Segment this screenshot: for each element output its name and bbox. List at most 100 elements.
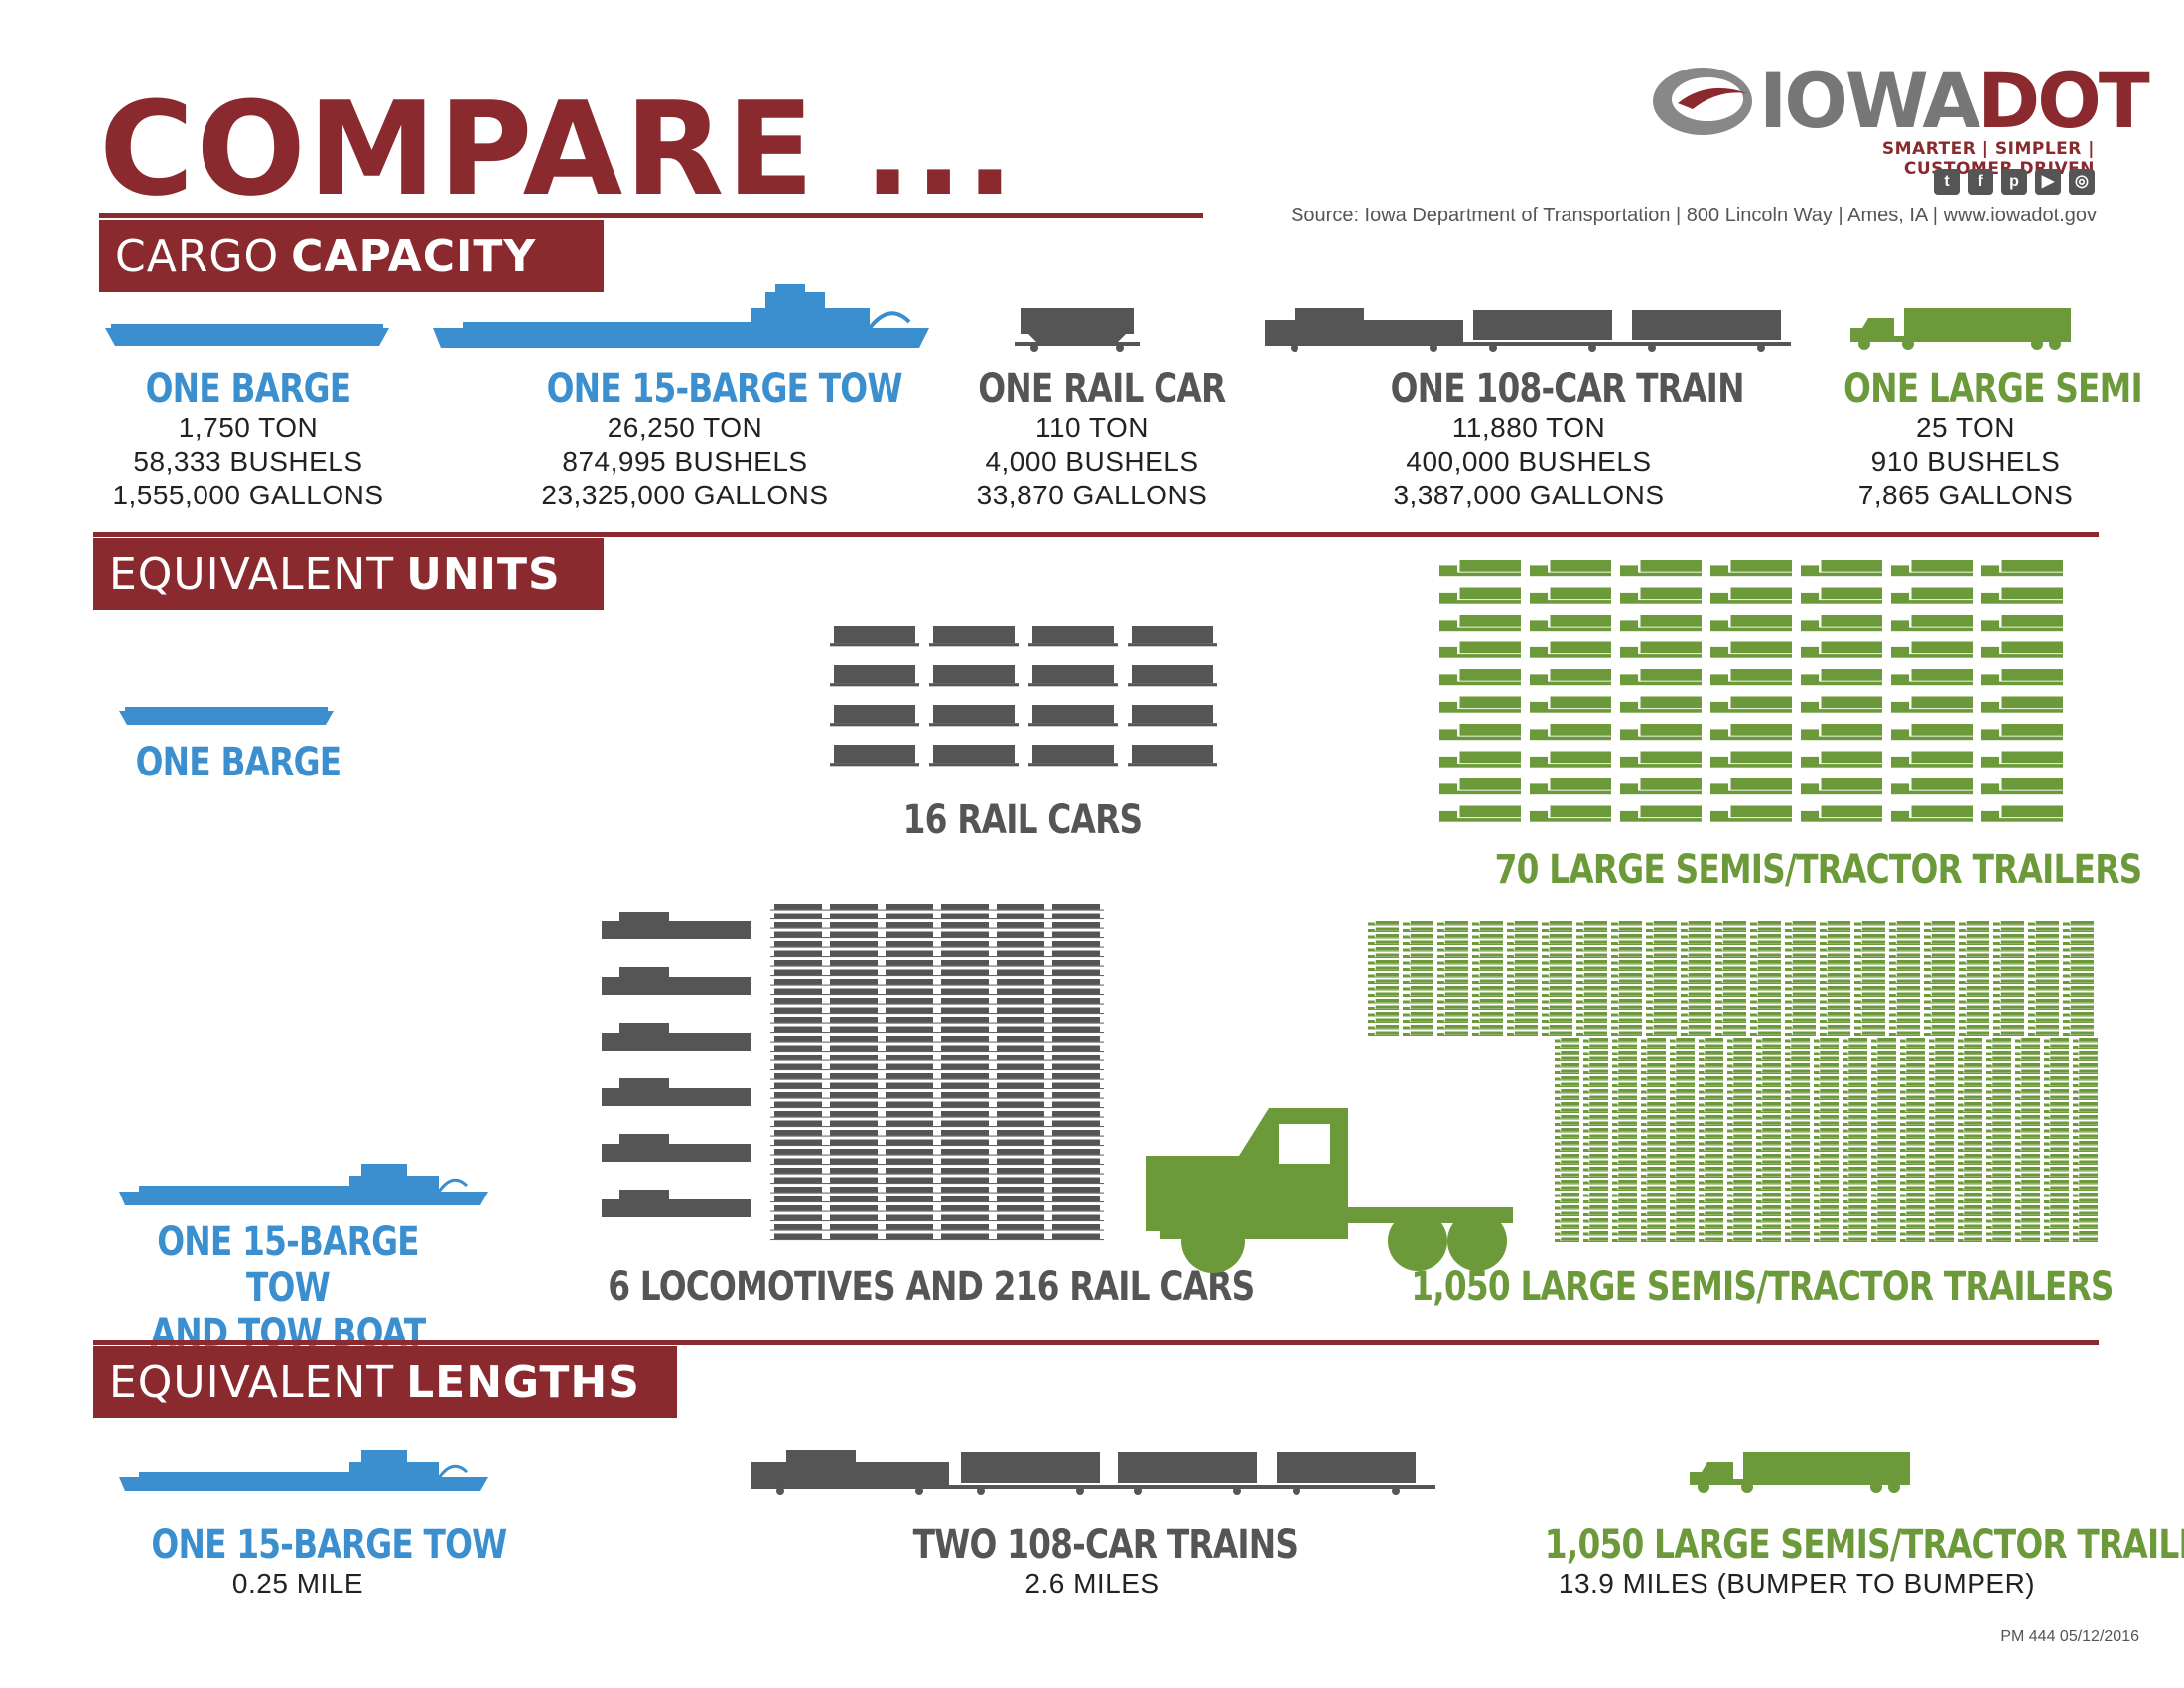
semi-truck-icon (1750, 966, 1781, 971)
semi-truck-icon (1437, 986, 1468, 991)
rail-car-icon (993, 1233, 1048, 1241)
semi-truck-icon (1959, 1018, 1989, 1023)
semi-truck-icon (1699, 1198, 1723, 1203)
semi-truck-icon (2063, 966, 2094, 971)
instagram-icon[interactable]: ◎ (2069, 169, 2095, 195)
semi-truck-icon (1403, 992, 1433, 997)
semi-truck-icon (1583, 1082, 1608, 1087)
semi-truck-icon (1929, 1173, 1954, 1178)
semi-truck-icon (2044, 1173, 2069, 1178)
cargo-bushels: 400,000 BUSHELS (1406, 446, 1652, 478)
rail-car-icon (1128, 705, 1217, 727)
rail-car-icon (882, 1111, 937, 1118)
semi-truck-icon (1900, 1205, 1925, 1210)
semi-truck-icon (1958, 1108, 1982, 1113)
semi-truck-icon (1576, 999, 1607, 1004)
semi-truck-icon (1993, 1012, 2024, 1017)
semi-truck-icon (1959, 986, 1989, 991)
rail-car-icon (826, 904, 882, 911)
semi-truck-icon (1368, 992, 1399, 997)
iowa-dot-logo[interactable]: IOWADOT (1648, 60, 2150, 139)
semi-truck-icon (1929, 1121, 1954, 1126)
cargo-ton: 11,880 TON (1451, 412, 1606, 443)
semi-truck-icon (1727, 1173, 1752, 1178)
semi-truck-icon (1670, 1173, 1695, 1178)
semi-truck-icon (1403, 1031, 1433, 1036)
semi-truck-icon (1555, 1069, 1579, 1074)
semi-truck-icon (1715, 999, 1746, 1004)
semi-truck-icon (2073, 1211, 2098, 1216)
semi-truck-icon (1843, 1141, 1867, 1146)
semi-truck-icon (1681, 960, 1711, 965)
semi-truck-icon (1785, 1237, 1810, 1242)
cargo-gallons: 23,325,000 GALLONS (541, 480, 829, 511)
semi-truck-icon (1843, 1205, 1867, 1210)
semi-truck-icon (1555, 1063, 1579, 1068)
semi-truck-icon (1727, 1102, 1752, 1107)
semi-truck-icon (1530, 641, 1611, 658)
semi-truck-icon (1555, 1095, 1579, 1100)
semi-truck-icon (1750, 940, 1781, 945)
rail-car-icon (993, 979, 1048, 986)
rail-car-icon (993, 950, 1048, 958)
semi-truck-icon (1854, 999, 1885, 1004)
semi-truck-icon (1555, 1211, 1579, 1216)
semi-truck-icon (2028, 986, 2059, 991)
semi-truck-icon (1959, 940, 1989, 945)
rail-car-icon (826, 1120, 882, 1128)
rail-car-icon (937, 1187, 993, 1194)
semi-truck-icon (1959, 999, 1989, 1004)
rail-car-icon (882, 950, 937, 958)
pinterest-icon[interactable]: p (2001, 169, 2027, 195)
semi-truck-icon (2063, 934, 2094, 939)
semi-truck-icon (1437, 940, 1468, 945)
semi-truck-icon (1900, 1154, 1925, 1159)
semi-truck-icon (1670, 1186, 1695, 1191)
semi-truck-icon (1986, 1082, 2011, 1087)
rail-car-icon (937, 979, 993, 986)
semi-truck-icon (1681, 1025, 1711, 1030)
semi-truck-icon (1929, 1193, 1954, 1197)
semi-truck-icon (1959, 1025, 1989, 1030)
semi-truck-icon (1403, 921, 1433, 926)
rail-car-icon (1048, 913, 1104, 920)
twitter-icon[interactable]: t (1934, 169, 1960, 195)
rail-car-icon (770, 1149, 826, 1156)
semi-truck-icon (1750, 1005, 1781, 1010)
semi-truck-icon (1542, 1018, 1572, 1023)
semi-truck-icon (1439, 615, 1521, 632)
rail-car-icon (993, 1187, 1048, 1194)
semi-truck-icon (1891, 751, 1973, 768)
semi-truck-icon (1814, 1076, 1839, 1081)
semi-truck-icon (1785, 927, 1816, 932)
semi-truck-icon (1699, 1218, 1723, 1223)
semi-truck-icon (1756, 1173, 1781, 1178)
cargo-item-semi: ONE LARGE SEMI 25 TON 910 BUSHELS 7,865 … (1817, 367, 2143, 512)
semi-truck-icon (1756, 1108, 1781, 1113)
rail-car-icon (1128, 665, 1217, 687)
semi-truck-icon (1843, 1051, 1867, 1055)
semi-truck-icon (2028, 940, 2059, 945)
semi-truck-icon (1929, 1134, 1954, 1139)
semi-truck-icon (1555, 1056, 1579, 1061)
semi-truck-icon (1612, 1076, 1637, 1081)
rail-car-icon (770, 1168, 826, 1175)
semi-truck-icon (1900, 1237, 1925, 1242)
semi-truck-icon (2044, 1038, 2069, 1043)
semi-truck-icon (1814, 1224, 1839, 1229)
rail-car-icon (882, 1120, 937, 1128)
cargo-ton: 1,750 TON (178, 412, 319, 443)
semi-truck-icon (1612, 1167, 1637, 1172)
rail-cars-16-grid (830, 626, 1217, 767)
units-semis1050: 1,050 LARGE SEMIS/TRACTOR TRAILERS (1350, 1265, 2114, 1309)
semi-truck-icon (1641, 1121, 1666, 1126)
semi-truck-icon (1871, 1154, 1896, 1159)
rail-car-icon (882, 1063, 937, 1071)
semi-truck-icon (1576, 927, 1607, 932)
semi-truck-icon (1611, 1012, 1642, 1017)
semi-truck-icon (1959, 960, 1989, 965)
semi-truck-icon (1900, 1160, 1925, 1165)
youtube-icon[interactable]: ▶ (2035, 169, 2061, 195)
rail-car-icon (993, 1158, 1048, 1166)
facebook-icon[interactable]: f (1968, 169, 1993, 195)
